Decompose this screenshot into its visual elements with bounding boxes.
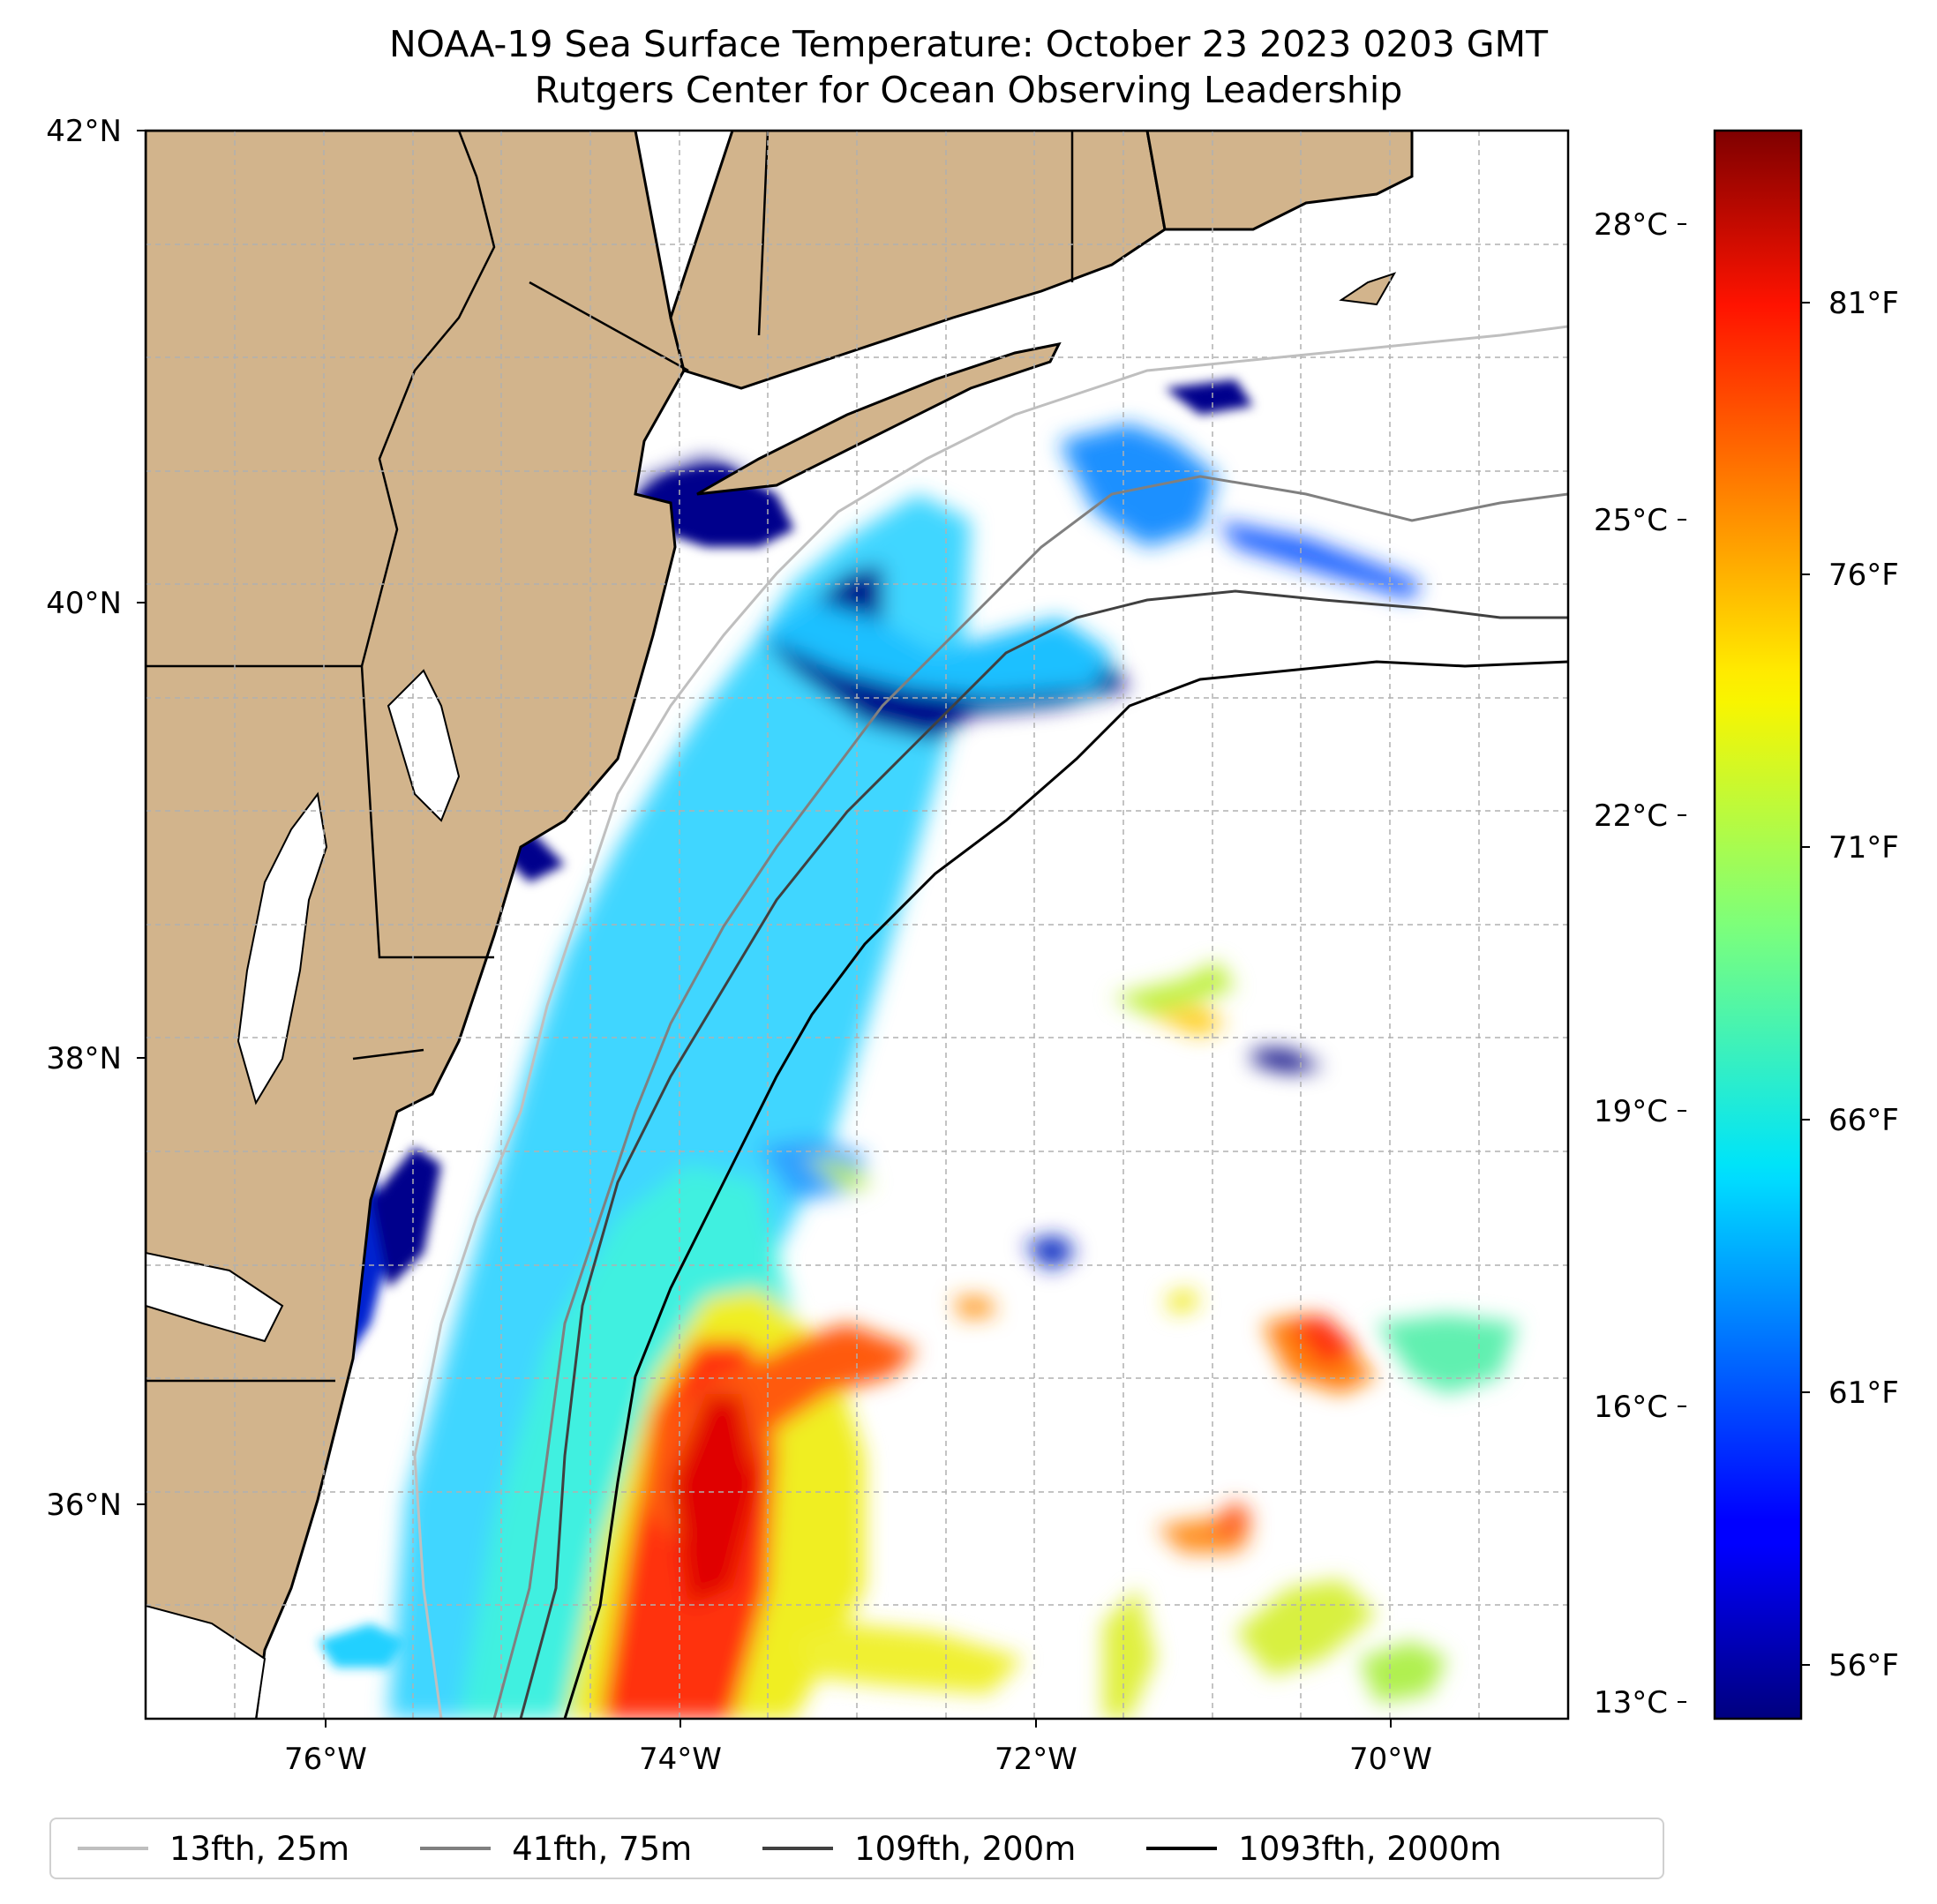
legend-line-swatch	[1146, 1847, 1218, 1850]
celsius-tick-label: 13°C	[1594, 1685, 1668, 1720]
legend-line-swatch	[762, 1847, 834, 1850]
inland-water	[146, 1251, 284, 1343]
map-gridlines	[146, 131, 1568, 1719]
lon-tick-label: 70°W	[1349, 1742, 1432, 1777]
legend-item-200m: 109fth, 200m	[762, 1830, 1076, 1868]
title-line-2: Rutgers Center for Ocean Observing Leade…	[534, 69, 1403, 111]
delaware-bay	[387, 669, 461, 822]
celsius-tick-label: 28°C	[1594, 207, 1668, 243]
nantucket	[1339, 272, 1397, 306]
legend-label: 41fth, 75m	[512, 1829, 693, 1868]
celsius-ticks	[1678, 223, 1686, 1703]
legend-label: 13fth, 25m	[169, 1829, 350, 1868]
celsius-tick-label: 19°C	[1594, 1094, 1668, 1129]
colorbar	[1713, 129, 1803, 1720]
celsius-tick-label: 16°C	[1594, 1390, 1668, 1425]
contour-200m	[519, 589, 1568, 1719]
fahrenheit-tick-label: 81°F	[1828, 286, 1899, 321]
fahrenheit-tick-label: 61°F	[1828, 1376, 1899, 1411]
map-frame	[144, 129, 1570, 1720]
lat-tick-label: 38°N	[46, 1041, 122, 1076]
land-mass	[146, 131, 686, 1719]
legend-line-swatch	[78, 1847, 148, 1850]
celsius-tick-label: 25°C	[1594, 503, 1668, 538]
pamlico-sound	[146, 1604, 267, 1719]
fahrenheit-tick-label: 76°F	[1828, 558, 1899, 593]
long-island	[696, 341, 1062, 496]
fahrenheit-tick-label: 56°F	[1828, 1648, 1899, 1683]
chesapeake-bay	[236, 791, 328, 1106]
contour-75m	[492, 475, 1568, 1719]
celsius-tick-label: 22°C	[1594, 798, 1668, 834]
land-north	[669, 131, 1167, 390]
fahrenheit-tick-label: 66°F	[1828, 1103, 1899, 1138]
land-northeast	[1145, 131, 1414, 231]
lat-tick-label: 40°N	[46, 586, 122, 621]
lon-tick-label: 76°W	[284, 1742, 367, 1777]
bathymetry-contours	[413, 325, 1568, 1719]
legend-item-25m: 13fth, 25m	[78, 1830, 349, 1868]
fahrenheit-ticks	[1801, 302, 1810, 1666]
fahrenheit-tick-label: 71°F	[1828, 830, 1899, 866]
legend-item-2000m: 1093fth, 2000m	[1146, 1829, 1502, 1868]
legend-item-75m: 41fth, 75m	[420, 1830, 692, 1868]
contour-25m	[413, 325, 1568, 1719]
legend-line-swatch	[420, 1847, 492, 1850]
chart-title: NOAA-19 Sea Surface Temperature: October…	[0, 21, 1937, 113]
legend-label: 109fth, 200m	[854, 1829, 1077, 1868]
state-boundaries	[146, 131, 1074, 1383]
lat-tick-label: 42°N	[46, 114, 122, 149]
map-area	[146, 131, 1568, 1719]
contour-legend: 13fth, 25m 41fth, 75m 109fth, 200m 1093f…	[49, 1818, 1664, 1879]
axis-ticks	[137, 130, 1392, 1728]
title-line-1: NOAA-19 Sea Surface Temperature: October…	[388, 23, 1548, 65]
lat-tick-label: 36°N	[46, 1488, 122, 1523]
lon-tick-label: 74°W	[639, 1742, 722, 1777]
legend-label: 1093fth, 2000m	[1238, 1829, 1502, 1868]
lon-tick-label: 72°W	[995, 1742, 1077, 1777]
contour-2000m	[563, 660, 1568, 1719]
